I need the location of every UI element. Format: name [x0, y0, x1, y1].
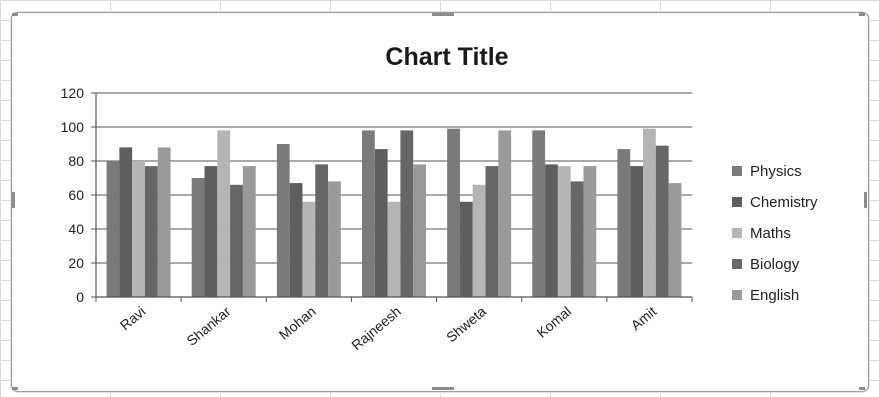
bar-chemistry-shweta[interactable] [459, 201, 473, 297]
y-tick-label: 20 [68, 255, 84, 271]
legend-label-maths: Maths [750, 225, 791, 242]
resize-handle-right[interactable] [864, 192, 867, 208]
bar-english-rajneesh[interactable] [413, 164, 426, 297]
y-tick-label: 0 [76, 289, 84, 305]
resize-handle-bottom[interactable] [432, 387, 454, 390]
legend-label-english: English [750, 287, 799, 304]
bar-biology-shankar[interactable] [230, 184, 243, 297]
y-tick-label: 60 [68, 187, 84, 203]
bar-biology-shweta[interactable] [485, 166, 499, 297]
resize-handle-left[interactable] [12, 192, 15, 208]
bar-chemistry-ravi[interactable] [119, 147, 133, 297]
bar-maths-shankar[interactable] [217, 130, 231, 297]
bar-biology-ravi[interactable] [144, 166, 158, 297]
chart-container[interactable]: Chart Title 0 20 40 60 80 100 120 Ravi Shankar Mo… [11, 12, 869, 392]
legend-swatch-biology [732, 259, 742, 269]
bar-english-komal[interactable] [583, 166, 597, 297]
bar-english-amit[interactable] [668, 183, 682, 297]
legend-label-biology: Biology [750, 256, 800, 273]
x-tick-label: Amit [628, 303, 660, 333]
y-tick-label: 120 [61, 85, 85, 101]
resize-handle-top-left[interactable] [12, 13, 18, 16]
bar-maths-ravi[interactable] [132, 161, 145, 297]
bar-physics-amit[interactable] [617, 149, 631, 297]
bar-english-shankar[interactable] [242, 166, 256, 297]
bar-maths-komal[interactable] [557, 166, 571, 297]
bar-english-mohan[interactable] [328, 181, 341, 297]
y-tick-label: 100 [61, 119, 85, 135]
bar-maths-amit[interactable] [643, 128, 656, 297]
chart-legend[interactable]: Physics Chemistry Maths Biology English [732, 163, 818, 304]
bar-maths-mohan[interactable] [302, 201, 316, 297]
y-tick-label: 40 [68, 221, 84, 237]
legend-swatch-english [732, 290, 742, 300]
bar-chemistry-amit[interactable] [630, 166, 644, 297]
bar-english-ravi[interactable] [157, 147, 171, 297]
resize-handle-top[interactable] [432, 13, 454, 16]
x-tick-label: Mohan [276, 303, 319, 343]
bar-chemistry-komal[interactable] [545, 164, 558, 297]
legend-swatch-maths [732, 228, 742, 238]
bar-physics-ravi[interactable] [106, 161, 120, 297]
x-tick-label: Shweta [443, 303, 489, 345]
legend-label-chemistry: Chemistry [750, 194, 818, 211]
resize-handle-top-right[interactable] [859, 13, 865, 16]
legend-label-physics: Physics [750, 163, 802, 180]
legend-swatch-physics [732, 166, 742, 176]
bar-english-shweta[interactable] [498, 130, 512, 297]
bar-physics-shweta[interactable] [447, 128, 460, 297]
bar-biology-rajneesh[interactable] [400, 130, 414, 297]
x-tick-label: Komal [534, 303, 575, 341]
x-tick-label: Rajneesh [348, 303, 404, 353]
bar-maths-rajneesh[interactable] [387, 201, 401, 297]
y-tick-label: 80 [68, 153, 84, 169]
bar-chart: Chart Title 0 20 40 60 80 100 120 Ravi Shankar Mo… [61, 43, 818, 353]
bar-maths-shweta[interactable] [472, 184, 486, 297]
bar-physics-komal[interactable] [532, 130, 546, 297]
bar-chemistry-shankar[interactable] [204, 166, 218, 297]
x-tick-label: Ravi [117, 303, 149, 333]
bar-physics-mohan[interactable] [276, 144, 290, 297]
x-tick-label: Shankar [183, 303, 233, 349]
resize-handle-bottom-left[interactable] [12, 387, 18, 390]
bar-biology-komal[interactable] [570, 181, 584, 297]
bar-chemistry-rajneesh[interactable] [374, 149, 388, 297]
bar-biology-amit[interactable] [655, 145, 669, 297]
legend-swatch-chemistry [732, 197, 742, 207]
bar-physics-shankar[interactable] [191, 178, 205, 297]
chart-title[interactable]: Chart Title [385, 43, 508, 71]
bar-biology-mohan[interactable] [315, 164, 329, 297]
resize-handle-bottom-right[interactable] [859, 387, 865, 390]
bar-physics-rajneesh[interactable] [362, 130, 375, 297]
bar-chemistry-mohan[interactable] [289, 183, 303, 297]
